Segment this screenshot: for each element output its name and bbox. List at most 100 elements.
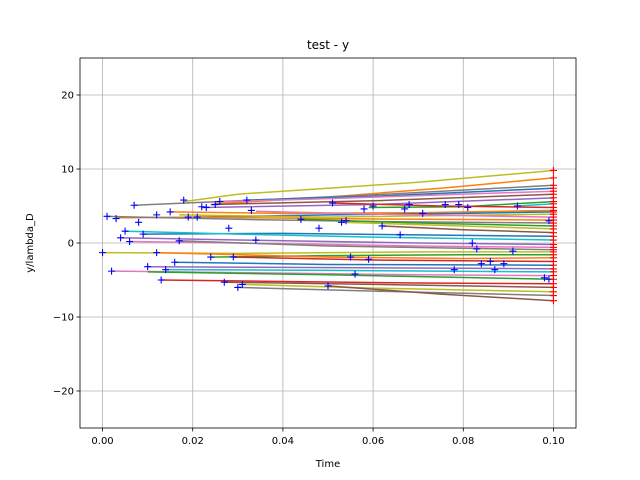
start-marker xyxy=(135,218,143,226)
start-marker xyxy=(464,203,472,211)
series-line xyxy=(224,281,554,289)
start-marker xyxy=(153,249,161,257)
x-tick-label: 0.04 xyxy=(272,436,294,447)
start-marker xyxy=(405,201,413,209)
start-marker xyxy=(455,201,463,209)
start-marker xyxy=(171,258,179,266)
start-marker xyxy=(117,234,125,242)
y-tick-label: 20 xyxy=(61,91,74,102)
start-marker xyxy=(202,203,210,211)
series-line xyxy=(210,254,554,258)
start-marker xyxy=(378,222,386,230)
y-tick-label: −10 xyxy=(53,313,74,324)
series-line xyxy=(156,251,554,260)
start-marker xyxy=(139,230,147,238)
series-line xyxy=(125,230,554,241)
start-marker xyxy=(477,260,485,268)
start-marker xyxy=(175,237,183,245)
x-tick-label: 0.00 xyxy=(91,436,113,447)
start-marker xyxy=(347,253,355,261)
end-marker xyxy=(549,297,557,305)
start-marker xyxy=(351,270,359,278)
start-marker xyxy=(238,280,246,288)
start-marker xyxy=(243,196,251,204)
series-line xyxy=(161,279,554,285)
series-line xyxy=(224,190,554,203)
x-tick-label: 0.08 xyxy=(452,436,474,447)
start-marker xyxy=(396,231,404,239)
end-marker xyxy=(549,174,557,182)
start-marker xyxy=(500,260,508,268)
series-line xyxy=(147,265,554,270)
series-line xyxy=(147,271,554,281)
series-line xyxy=(183,169,554,203)
start-marker xyxy=(162,266,170,274)
start-marker xyxy=(103,212,111,220)
start-marker xyxy=(441,201,449,209)
start-marker xyxy=(509,247,517,255)
start-marker xyxy=(486,258,494,265)
start-marker xyxy=(491,266,499,274)
start-marker xyxy=(108,267,116,275)
start-marker xyxy=(180,196,188,204)
start-marker xyxy=(220,278,228,286)
series-line xyxy=(300,218,554,227)
y-axis-label: y/lambda_D xyxy=(25,213,36,273)
start-marker xyxy=(211,201,219,209)
start-marker xyxy=(121,227,129,235)
start-marker xyxy=(297,215,305,223)
start-marker xyxy=(193,213,201,221)
series-line xyxy=(210,193,554,206)
series-line xyxy=(129,240,554,249)
start-marker xyxy=(184,213,192,221)
start-marker xyxy=(153,211,161,219)
start-marker xyxy=(247,206,255,214)
y-tick-label: 10 xyxy=(61,165,74,176)
start-marker xyxy=(144,263,152,271)
end-marker xyxy=(549,166,557,174)
start-marker xyxy=(229,253,237,261)
start-marker xyxy=(338,218,346,226)
start-marker xyxy=(540,274,548,282)
x-tick-label: 0.06 xyxy=(362,436,384,447)
start-marker xyxy=(473,245,481,253)
series-line xyxy=(327,285,554,302)
series-line xyxy=(332,202,554,209)
start-marker xyxy=(252,236,260,244)
start-marker xyxy=(315,224,323,232)
start-marker xyxy=(360,205,368,213)
series-line xyxy=(382,225,554,234)
start-marker xyxy=(126,238,134,246)
start-marker xyxy=(450,266,458,274)
chart-title: test - y xyxy=(307,38,349,52)
start-marker xyxy=(545,217,553,225)
series-line xyxy=(107,215,554,224)
start-marker xyxy=(130,201,138,209)
ticks: 0.00 0.02 0.04 0.06 0.08 0.10 −20 −10 0 10 20 xyxy=(53,91,565,448)
start-marker xyxy=(369,202,377,210)
start-marker xyxy=(112,215,120,223)
series-line xyxy=(174,261,554,266)
x-tick-label: 0.02 xyxy=(182,436,204,447)
start-marker xyxy=(216,198,224,206)
start-marker xyxy=(207,253,215,261)
series-line xyxy=(165,268,554,273)
series-group xyxy=(102,169,554,302)
marker-group xyxy=(99,166,557,305)
start-marker xyxy=(342,217,350,225)
series-line xyxy=(517,203,554,207)
start-marker xyxy=(198,203,206,211)
series-line xyxy=(179,240,554,251)
y-tick-label: −20 xyxy=(53,387,74,398)
start-marker xyxy=(234,283,242,291)
x-axis-label: Time xyxy=(315,459,340,470)
series-line xyxy=(255,210,554,218)
start-marker xyxy=(225,224,233,232)
series-line xyxy=(237,286,554,297)
start-marker xyxy=(99,249,107,257)
start-marker xyxy=(401,205,409,213)
start-marker xyxy=(419,209,427,217)
start-marker xyxy=(157,276,165,284)
start-marker xyxy=(468,239,476,247)
